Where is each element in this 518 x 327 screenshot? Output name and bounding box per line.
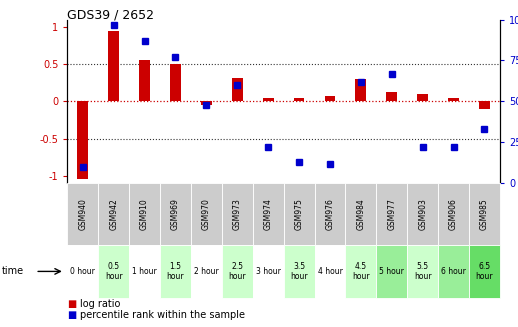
- Text: GSM975: GSM975: [295, 198, 304, 230]
- Bar: [263, 98, 274, 101]
- Text: GSM903: GSM903: [418, 198, 427, 230]
- Text: 1.5
hour: 1.5 hour: [167, 262, 184, 281]
- Text: GSM977: GSM977: [387, 198, 396, 230]
- Text: GSM910: GSM910: [140, 198, 149, 230]
- Bar: [355, 79, 366, 101]
- Text: 5 hour: 5 hour: [379, 267, 404, 276]
- Text: GDS39 / 2652: GDS39 / 2652: [67, 8, 154, 21]
- Text: percentile rank within the sample: percentile rank within the sample: [80, 310, 246, 320]
- Text: 4 hour: 4 hour: [318, 267, 342, 276]
- Bar: [448, 98, 459, 101]
- Bar: [108, 31, 119, 101]
- Text: 2 hour: 2 hour: [194, 267, 219, 276]
- Text: GSM985: GSM985: [480, 198, 489, 230]
- Bar: [170, 64, 181, 101]
- Text: GSM970: GSM970: [202, 198, 211, 230]
- Bar: [325, 96, 335, 101]
- Text: 2.5
hour: 2.5 hour: [228, 262, 246, 281]
- Bar: [232, 77, 242, 101]
- Text: GSM976: GSM976: [325, 198, 335, 230]
- Text: GSM974: GSM974: [264, 198, 272, 230]
- Text: GSM984: GSM984: [356, 198, 365, 230]
- Bar: [386, 93, 397, 101]
- Bar: [139, 60, 150, 101]
- Text: GSM942: GSM942: [109, 198, 118, 230]
- Text: ■: ■: [67, 299, 77, 309]
- Text: GSM969: GSM969: [171, 198, 180, 230]
- Bar: [479, 101, 490, 109]
- Text: ■: ■: [67, 310, 77, 320]
- Bar: [77, 101, 88, 180]
- Text: GSM973: GSM973: [233, 198, 242, 230]
- Text: 3.5
hour: 3.5 hour: [290, 262, 308, 281]
- Text: 5.5
hour: 5.5 hour: [414, 262, 431, 281]
- Text: 6 hour: 6 hour: [441, 267, 466, 276]
- Text: log ratio: log ratio: [80, 299, 121, 309]
- Text: GSM940: GSM940: [78, 198, 88, 230]
- Text: 0 hour: 0 hour: [70, 267, 95, 276]
- Text: 4.5
hour: 4.5 hour: [352, 262, 370, 281]
- Text: GSM906: GSM906: [449, 198, 458, 230]
- Text: 3 hour: 3 hour: [256, 267, 281, 276]
- Text: 1 hour: 1 hour: [132, 267, 157, 276]
- Text: time: time: [2, 267, 24, 276]
- Bar: [201, 101, 212, 105]
- Text: 6.5
hour: 6.5 hour: [476, 262, 493, 281]
- Bar: [417, 94, 428, 101]
- Bar: [294, 98, 305, 101]
- Text: 0.5
hour: 0.5 hour: [105, 262, 122, 281]
